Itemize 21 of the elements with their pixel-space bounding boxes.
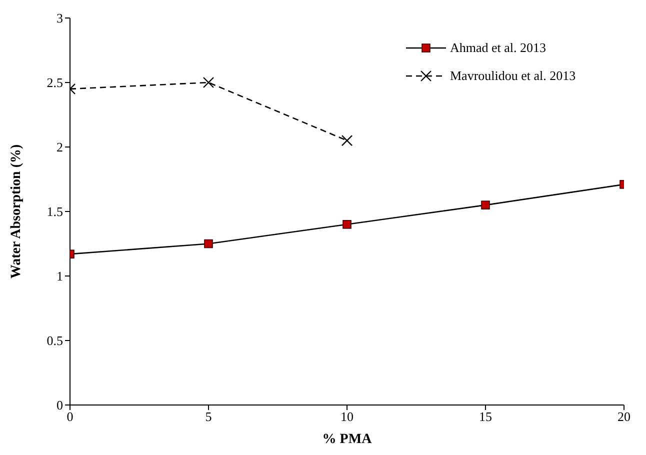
y-tick-label: 2.5 <box>46 75 63 90</box>
point <box>481 200 490 210</box>
y-tick-label: 0 <box>56 398 63 413</box>
y-tick-label: 0.5 <box>46 333 63 348</box>
x-tick-label: 10 <box>340 409 354 424</box>
legend-label: Ahmad et al. 2013 <box>450 40 546 56</box>
x-tick-label: 20 <box>618 409 630 424</box>
y-tick-label: 3 <box>56 10 63 26</box>
point <box>342 220 352 229</box>
x-tick-label: 5 <box>205 409 212 424</box>
legend-label: Mavroulidou et al. 2013 <box>450 68 576 84</box>
x-tick-label: 0 <box>66 409 74 424</box>
y-tick-label: 2 <box>56 140 63 155</box>
x-tick-label: 15 <box>479 409 492 424</box>
y-tick-label: 1 <box>56 268 63 284</box>
x-axis-title: % PMA <box>322 432 373 447</box>
point <box>204 239 213 248</box>
y-tick-label: 1.5 <box>46 204 63 220</box>
y-axis-title: Water Absorption (%) <box>8 144 24 279</box>
point <box>341 134 353 146</box>
point <box>202 76 214 88</box>
